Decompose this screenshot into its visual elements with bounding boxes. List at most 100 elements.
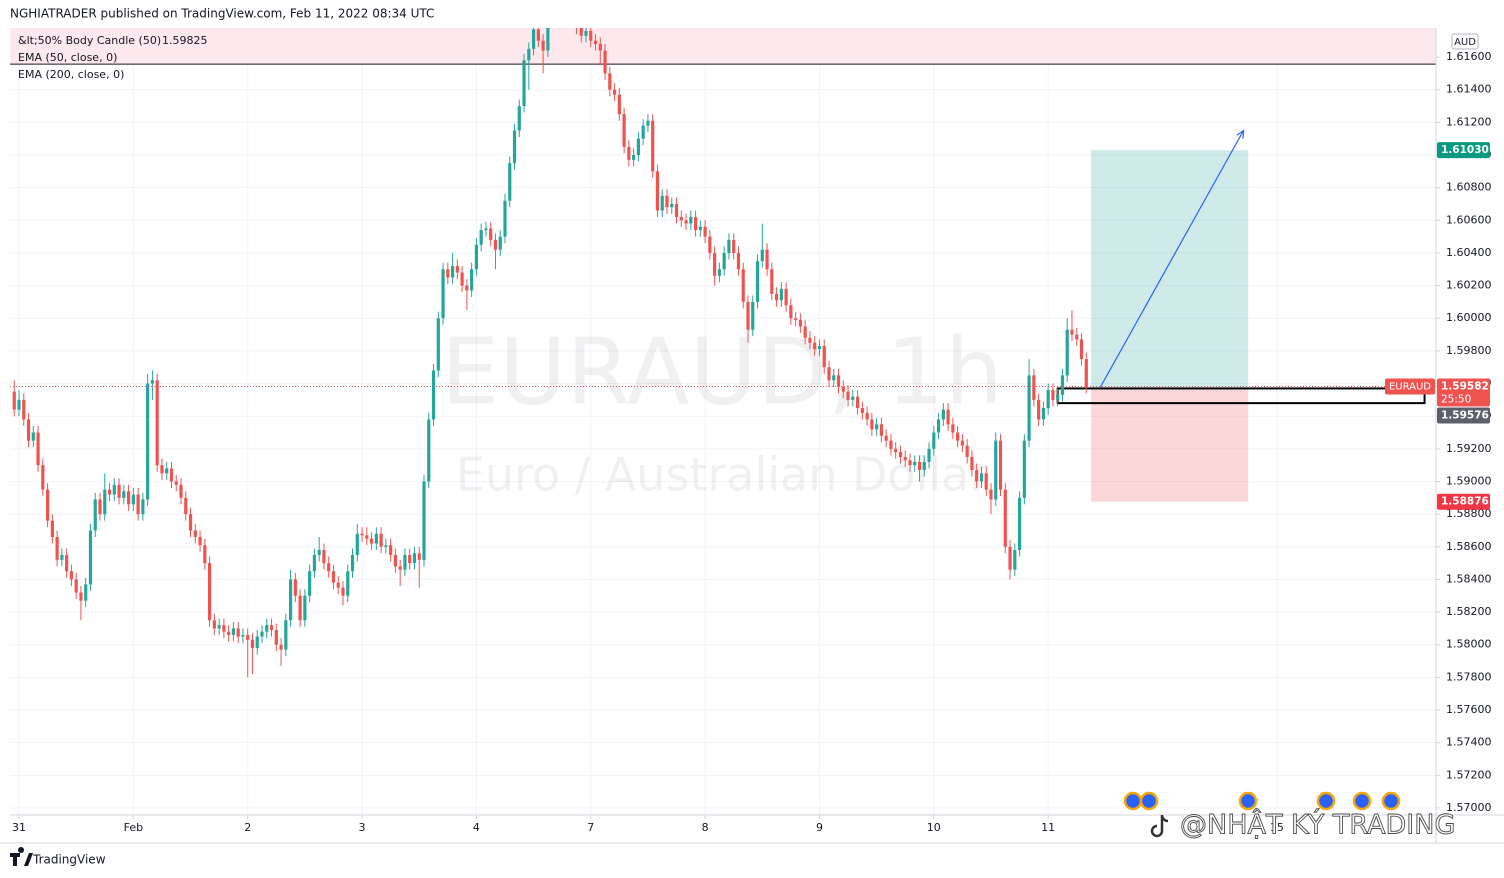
candle-body <box>512 130 517 164</box>
candle-body <box>369 538 374 544</box>
y-tick-label: 1.57000 <box>1446 801 1492 814</box>
candle-body <box>732 239 736 253</box>
trend-arrow <box>1100 130 1245 388</box>
candle-body <box>212 620 216 629</box>
candle-body <box>817 345 822 350</box>
candle-body <box>246 634 250 640</box>
candle-body <box>717 269 722 276</box>
candle-body <box>217 625 221 629</box>
legend-value: 1.59825 <box>162 34 208 47</box>
loss-zone <box>1091 387 1249 502</box>
candle-body <box>84 584 88 601</box>
candle-body <box>436 318 440 371</box>
profit-zone <box>1091 150 1249 388</box>
candle-body <box>231 628 236 635</box>
candle-body <box>236 628 240 637</box>
candle-body <box>698 226 702 231</box>
y-tick-label: 1.58000 <box>1446 638 1492 651</box>
candle-body <box>794 318 798 320</box>
candle-body <box>65 554 69 572</box>
candle-body <box>860 408 864 413</box>
candle-body <box>12 391 16 410</box>
candle-body <box>322 550 326 564</box>
candle-body <box>260 631 264 637</box>
candle-body <box>136 494 140 515</box>
candle-body <box>603 50 607 74</box>
candle-body <box>74 579 78 593</box>
candle-body <box>1084 359 1088 387</box>
symbol-tag-box <box>1385 378 1435 395</box>
x-tick-label: 8 <box>702 821 709 834</box>
candle-body <box>408 554 412 564</box>
candle-body <box>746 301 750 330</box>
candle-body <box>465 285 469 291</box>
candle-body <box>546 28 550 51</box>
candle-body <box>889 440 893 449</box>
candle-body <box>493 239 498 250</box>
candle-body <box>789 305 793 319</box>
countdown: 25:50 <box>1441 393 1471 405</box>
candle-body <box>160 465 164 474</box>
candle-body <box>389 545 393 555</box>
y-tick-label: 1.60600 <box>1446 213 1492 226</box>
candle-body <box>350 554 355 572</box>
candle-body <box>179 484 183 498</box>
candle-body <box>989 489 993 500</box>
y-tick-label: 1.58400 <box>1446 572 1492 585</box>
candle-body <box>984 473 988 490</box>
candle-body <box>174 481 178 485</box>
candle-body <box>956 432 960 441</box>
watermark-symbol: EURAUD, 1h <box>441 318 1003 425</box>
x-tick-label: 11 <box>1041 821 1055 834</box>
candle-body <box>875 424 879 430</box>
y-tick-label: 1.61200 <box>1446 115 1492 128</box>
last-price-box <box>1437 378 1490 407</box>
candle-body <box>1022 440 1026 498</box>
candle-body <box>126 491 131 505</box>
candle-body <box>36 432 40 466</box>
candle-body <box>803 326 807 338</box>
event-icon <box>1381 791 1401 811</box>
candle-body <box>636 138 641 156</box>
candle-body <box>517 106 521 131</box>
candle-body <box>450 266 455 278</box>
candle-body <box>1032 375 1036 400</box>
candle-body <box>641 125 645 139</box>
candle-body <box>508 163 512 201</box>
candle-body <box>250 639 255 649</box>
arrow-head <box>1236 129 1245 139</box>
candle-body <box>960 440 964 446</box>
candle-body <box>965 445 969 458</box>
y-tick-label: 1.60000 <box>1446 311 1492 324</box>
candle-body <box>936 419 941 433</box>
candle-body <box>632 155 636 160</box>
header: NGHIATRADER published on TradingView.com… <box>10 7 434 21</box>
candle-body <box>298 595 302 621</box>
candle-body <box>946 409 950 425</box>
candle-body <box>308 571 312 596</box>
candle-body <box>131 494 135 505</box>
entry-price-label: 1.59576 <box>1441 409 1489 421</box>
candle-body <box>441 269 445 319</box>
candle-body <box>489 228 493 240</box>
y-tick-label: 1.61400 <box>1446 83 1492 96</box>
candle-body <box>684 220 688 224</box>
candle-body <box>722 252 726 270</box>
candle-body <box>855 396 860 409</box>
watermark-name: Euro / Australian Dollar <box>456 448 989 502</box>
candle-body <box>822 345 826 368</box>
y-tick-label: 1.57200 <box>1446 768 1492 781</box>
candle-body <box>203 545 207 564</box>
candle-body <box>470 269 474 291</box>
candle-body <box>188 514 193 531</box>
indicator-band <box>10 28 1436 65</box>
candle-body <box>617 94 621 115</box>
candle-body <box>265 625 269 632</box>
candle-body <box>184 497 188 515</box>
candle-body <box>403 554 407 570</box>
candle-body <box>584 30 588 36</box>
candle-body <box>922 461 926 471</box>
candle-body <box>865 412 869 420</box>
